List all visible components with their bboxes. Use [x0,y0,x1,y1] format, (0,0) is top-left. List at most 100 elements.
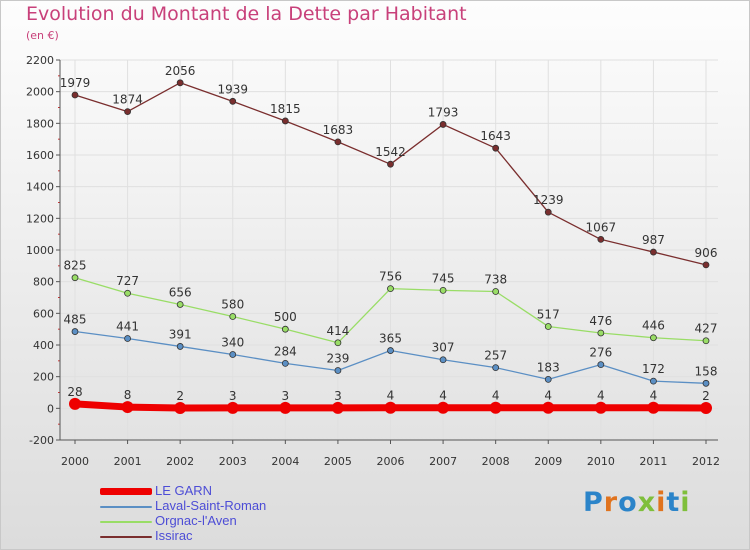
data-point [492,288,500,295]
y-tick-label: 800 [33,276,54,289]
data-label: 1067 [586,220,617,234]
data-point [700,402,712,415]
data-point [334,138,342,146]
data-point [387,160,394,168]
chart-subtitle: (en €) [26,29,59,42]
y-tick-label: 1800 [26,117,54,130]
data-label: 500 [274,310,297,324]
data-label: 756 [379,270,402,284]
data-label: 1683 [323,123,354,137]
data-label: 427 [695,322,718,336]
data-point [702,337,710,345]
data-label: 4 [544,389,552,403]
legend-swatch [100,536,152,538]
data-point [544,375,552,383]
data-label: 738 [484,272,507,286]
data-label: 4 [597,389,605,403]
data-point [647,401,660,414]
x-tick-label: 2002 [166,455,194,468]
data-point [229,313,237,320]
data-label: 1874 [112,93,143,107]
data-point [594,401,607,414]
data-point [334,367,342,374]
data-label: 2 [176,389,184,403]
proxiti-logo: Proxiti [583,487,691,518]
legend-swatch [100,521,152,523]
data-label: 4 [492,389,500,403]
data-label: 1793 [428,105,459,119]
data-label: 987 [642,233,665,247]
legend-swatch [100,488,152,495]
data-point [650,248,657,256]
data-point [597,361,605,369]
data-point [597,235,605,243]
data-point [281,117,289,125]
data-point [121,401,134,414]
data-label: 172 [642,362,665,376]
y-tick-label: 1000 [26,244,54,257]
data-point [279,401,292,414]
data-label: 3 [282,389,290,403]
data-label: 2 [702,389,710,403]
data-point [176,79,184,87]
data-point [229,351,237,358]
x-tick-label: 2005 [324,455,352,468]
data-label: 284 [274,344,297,358]
data-point [492,364,500,372]
data-point [229,97,237,105]
chart-title: Evolution du Montant de la Dette par Hab… [26,3,467,25]
data-label: 2056 [165,64,196,78]
data-point [387,285,394,293]
data-label: 656 [169,285,192,299]
data-point [69,397,81,410]
data-point [384,401,397,414]
x-tick-label: 2000 [61,455,89,468]
data-point [71,91,79,99]
data-label: 580 [221,298,244,312]
data-point [176,301,184,308]
data-point [702,379,710,387]
data-label: 1542 [375,145,406,159]
y-tick-label: 1600 [26,149,54,162]
x-tick-label: 2004 [271,455,299,468]
data-point [489,401,502,414]
data-label: 414 [326,324,349,338]
data-label: 365 [379,332,402,346]
data-label: 4 [439,389,447,403]
data-label: 183 [537,360,560,374]
data-label: 8 [124,388,132,402]
data-point [281,359,289,367]
y-tick-label: 0 [47,402,54,415]
data-label: 276 [589,346,612,360]
data-label: 4 [650,389,658,403]
data-label: 4 [387,389,395,403]
data-label: 28 [67,385,82,399]
data-label: 239 [326,351,349,365]
data-point [439,286,447,294]
x-tick-label: 2011 [639,455,667,468]
data-label: 257 [484,349,507,363]
data-label: 517 [537,307,560,321]
legend-label: Orgnac-l'Aven [155,513,237,528]
data-label: 745 [432,271,455,285]
x-tick-label: 2008 [482,455,510,468]
y-tick-label: -200 [29,434,54,447]
data-label: 307 [432,341,455,355]
data-point [331,401,344,414]
data-label: 1643 [480,129,511,143]
data-point [71,328,79,335]
data-point [650,377,657,385]
data-point [124,335,131,342]
data-point [226,401,239,414]
legend-label: LE GARN [155,483,213,498]
data-point [174,402,187,415]
y-tick-label: 400 [33,339,54,352]
data-point [650,334,657,342]
data-label: 158 [695,364,718,378]
x-tick-label: 2006 [377,455,405,468]
data-label: 1239 [533,193,564,207]
data-label: 441 [116,320,139,334]
x-tick-label: 2009 [534,455,562,468]
x-tick-label: 2003 [219,455,247,468]
